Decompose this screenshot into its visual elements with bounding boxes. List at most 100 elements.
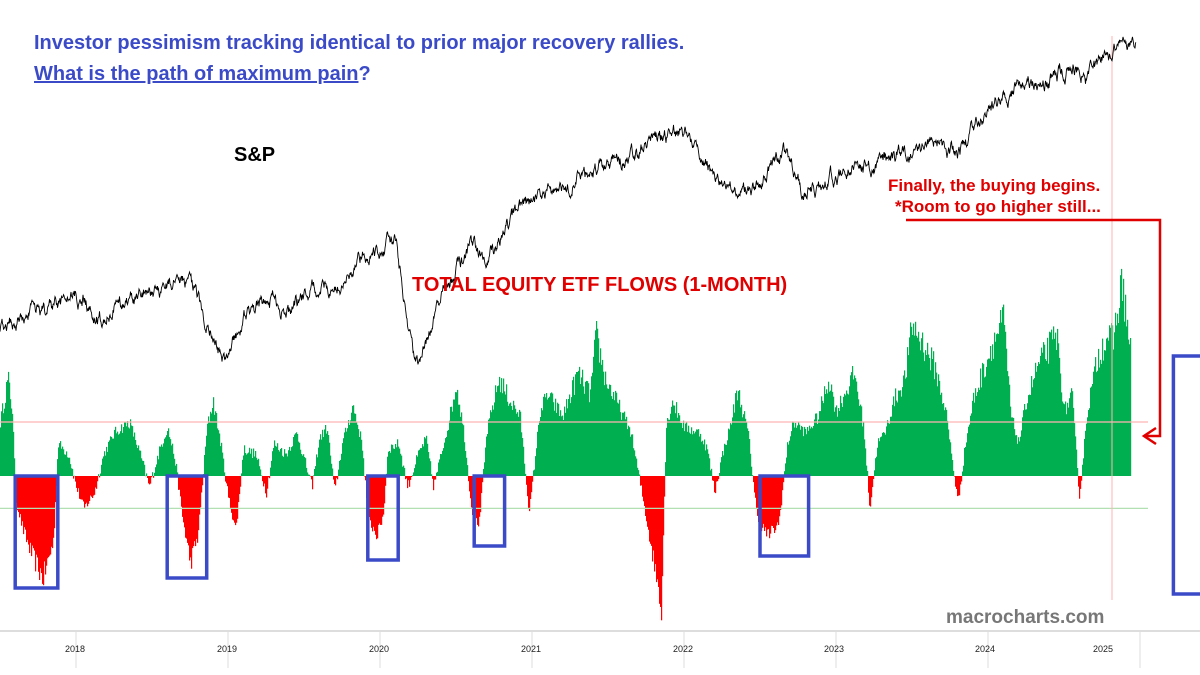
flow-bar	[524, 463, 526, 476]
flow-bar	[178, 476, 180, 490]
flow-bar	[19, 476, 21, 518]
flow-bar	[520, 411, 522, 476]
flow-bar	[131, 425, 133, 476]
flow-bar	[199, 476, 201, 515]
flow-bar	[685, 423, 687, 476]
flow-bar	[317, 457, 319, 476]
flow-bar	[521, 432, 523, 476]
flow-bar	[1107, 337, 1109, 476]
flow-bar	[566, 399, 568, 476]
flow-bar	[820, 411, 822, 476]
flow-bar	[400, 453, 402, 476]
flow-bar	[787, 442, 789, 476]
flow-bar	[1065, 401, 1067, 476]
flow-bar	[181, 476, 183, 507]
flow-bar	[406, 476, 408, 479]
flow-bar	[872, 476, 874, 488]
flow-bar	[65, 454, 67, 476]
flow-bar	[163, 443, 165, 476]
flow-bar	[216, 413, 218, 476]
flow-bar	[697, 429, 699, 476]
flow-bar	[445, 438, 447, 476]
flow-bar	[344, 432, 346, 476]
flow-bar	[939, 380, 941, 476]
flow-bar	[312, 476, 314, 490]
flow-bar	[403, 465, 405, 476]
flow-bar	[11, 408, 13, 476]
flow-bar	[1049, 331, 1051, 476]
flow-bar	[32, 476, 34, 546]
flow-bar	[1087, 417, 1089, 476]
flow-bar	[860, 404, 862, 476]
highlight-box	[13, 474, 60, 590]
flow-bar	[207, 423, 209, 476]
flow-bar	[120, 431, 122, 476]
flow-bar	[95, 476, 97, 488]
flow-bar	[688, 425, 690, 476]
flow-bar	[228, 476, 230, 498]
flow-bar	[514, 405, 516, 476]
flow-bar	[334, 476, 336, 484]
flow-bar	[274, 440, 276, 476]
flow-bar	[399, 448, 401, 476]
flow-bar	[667, 418, 669, 476]
flow-bar	[647, 476, 649, 527]
flow-bar	[188, 476, 190, 546]
flow-bar	[699, 436, 701, 476]
flow-bar	[359, 437, 361, 476]
flow-bar	[792, 421, 794, 476]
flow-bar	[662, 476, 664, 577]
flow-bar	[311, 476, 313, 480]
flow-bar	[702, 440, 704, 476]
flow-bar	[185, 476, 187, 538]
flow-bar	[1044, 344, 1046, 476]
flow-bar	[770, 476, 772, 534]
flow-bar	[748, 431, 750, 476]
flow-bar	[529, 476, 531, 512]
flow-bar	[744, 411, 746, 476]
flow-bar	[429, 458, 431, 476]
flow-bar	[892, 404, 894, 476]
flow-bar	[1094, 366, 1096, 476]
flow-bar	[485, 447, 487, 476]
flow-bar	[921, 338, 923, 476]
flow-bar	[618, 403, 620, 476]
flow-bar	[924, 361, 926, 476]
flow-bar	[683, 420, 685, 476]
flow-bar	[714, 476, 716, 493]
flow-bar	[1082, 464, 1084, 476]
flow-bar	[790, 436, 792, 476]
flow-bar	[206, 435, 208, 476]
flow-bar	[673, 405, 675, 476]
flow-bar	[613, 392, 615, 476]
flow-bar	[196, 476, 198, 539]
flow-bar	[212, 408, 214, 476]
flow-bar	[318, 447, 320, 476]
flow-bar	[973, 392, 975, 476]
flow-bar	[1035, 362, 1037, 476]
x-axis: 2018 2019 2020 2021 2022 2023 2024 2025	[0, 630, 1200, 668]
flow-bar	[94, 476, 96, 495]
flow-bar	[481, 476, 483, 494]
flow-bar	[959, 476, 961, 496]
flow-bar	[516, 413, 518, 476]
flow-bar	[638, 470, 640, 476]
flow-bar	[929, 358, 931, 476]
flow-bar	[979, 389, 981, 476]
flow-bar	[55, 476, 57, 503]
flow-bar	[123, 427, 125, 476]
flow-bar	[1043, 342, 1045, 476]
flow-bar	[1086, 423, 1088, 476]
flow-bar	[1120, 275, 1122, 476]
flow-bar	[398, 446, 400, 476]
flow-bar	[395, 444, 397, 476]
flow-bar	[70, 464, 72, 476]
flow-bar	[951, 453, 953, 476]
flow-bar	[877, 447, 879, 476]
flow-bar	[931, 347, 933, 476]
flow-bar	[1117, 313, 1119, 476]
flow-bar	[883, 432, 885, 476]
flow-bar	[906, 377, 908, 476]
flow-bar	[1083, 458, 1085, 476]
flow-bar	[583, 386, 585, 476]
